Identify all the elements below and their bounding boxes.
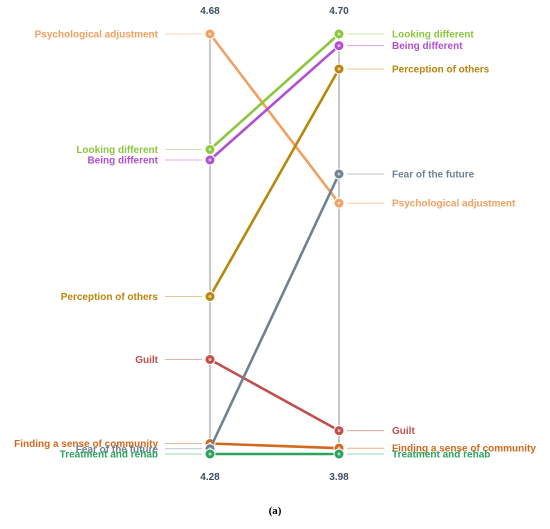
figure-caption: (a): [269, 505, 282, 517]
right-point-highlight-fear-of-the-future: [337, 172, 341, 176]
series-line-being-different: [208, 44, 341, 162]
series-line-perception-of-others: [208, 67, 341, 298]
series-line-looking-different: [208, 32, 341, 151]
series-layer: Psychological adjustment Psychological ad…: [14, 28, 536, 461]
right-point-highlight-perception-of-others: [337, 67, 341, 71]
right-label-treatment-and-rehab: Treatment and rehab: [392, 450, 490, 461]
left-label-perception-of-others: Perception of others: [61, 292, 159, 303]
left-label-being-different: Being different: [87, 156, 158, 167]
left-label-fear-of-the-future: Fear of the future: [76, 444, 159, 455]
left-point-highlight-perception-of-others: [208, 295, 212, 298]
right-point-highlight-treatment-and-rehab: [337, 452, 341, 456]
series-line-finding-a-sense-of-community: [208, 442, 341, 450]
left-point-highlight-being-different: [208, 158, 212, 162]
right-label-looking-different: Looking different: [392, 30, 474, 41]
left-axis-top-label: 4.68: [200, 6, 220, 17]
right-axis-bottom-label: 3.98: [329, 472, 349, 483]
left-point-highlight-treatment-and-rehab: [208, 452, 212, 456]
left-label-psychological-adjustment: Psychological adjustment: [35, 30, 159, 41]
right-label-psychological-adjustment: Psychological adjustment: [392, 199, 516, 210]
series-line-guilt: [208, 358, 341, 432]
right-point-highlight-looking-different: [337, 32, 341, 36]
right-label-fear-of-the-future: Fear of the future: [392, 170, 475, 181]
left-point-highlight-psychological-adjustment: [208, 32, 212, 36]
left-label-guilt: Guilt: [135, 355, 158, 366]
series-line-fear-of-the-future: [208, 172, 341, 451]
left-label-treatment-and-rehab: Treatment and rehab: [60, 450, 158, 461]
left-axis-bottom-label: 4.28: [200, 472, 220, 483]
right-label-being-different: Being different: [392, 41, 463, 52]
left-point-highlight-guilt: [208, 358, 212, 361]
right-point-highlight-psychological-adjustment: [337, 201, 341, 205]
right-point-highlight-guilt: [337, 429, 341, 433]
right-label-perception-of-others: Perception of others: [392, 65, 490, 76]
left-point-highlight-looking-different: [208, 148, 212, 151]
left-label-finding-a-sense-of-community: Finding a sense of community: [14, 439, 158, 450]
right-label-guilt: Guilt: [392, 426, 415, 437]
left-label-looking-different: Looking different: [76, 145, 158, 156]
right-point-highlight-being-different: [337, 44, 341, 48]
right-label-finding-a-sense-of-community: Finding a sense of community: [392, 444, 536, 455]
right-axis-top-label: 4.70: [329, 6, 349, 17]
series-line-psychological-adjustment: [208, 32, 341, 205]
